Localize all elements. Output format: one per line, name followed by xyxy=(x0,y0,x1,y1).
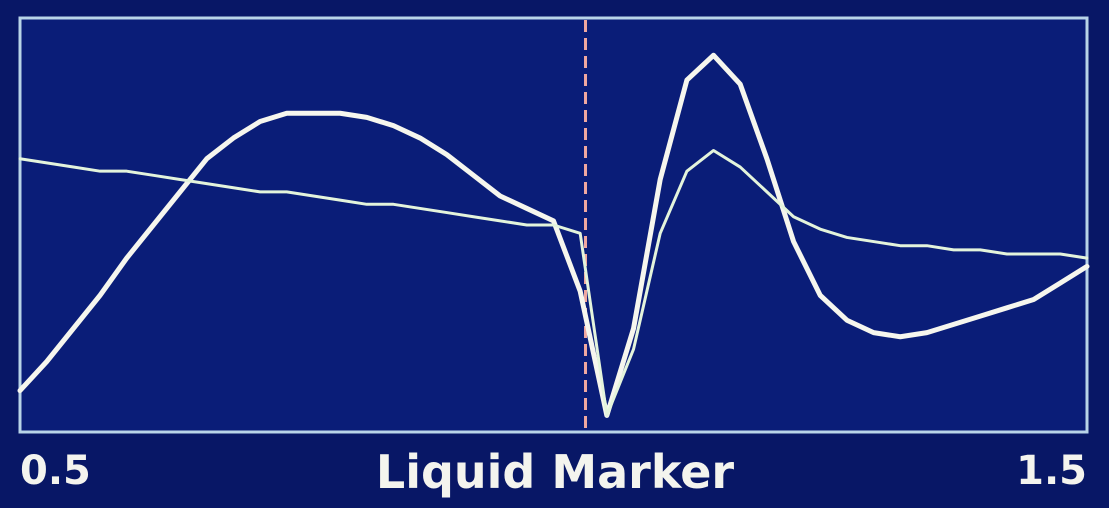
x-tick-label: 1.5 xyxy=(1016,448,1087,494)
series-line xyxy=(17,52,1090,418)
series-line xyxy=(18,148,1089,417)
x-tick-label: 0.5 xyxy=(20,448,91,494)
x-axis-label: Liquid Marker xyxy=(376,445,735,499)
